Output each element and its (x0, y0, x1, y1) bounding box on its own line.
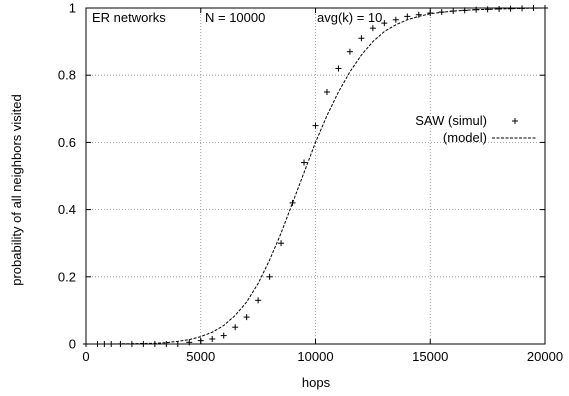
y-tick-label: 1 (69, 1, 76, 16)
y-axis-label: probability of all neighbors visited (9, 94, 24, 286)
series-simul-point (186, 339, 193, 346)
series-simul-point (209, 335, 216, 342)
series-simul-point (197, 337, 204, 344)
series-simul-point (289, 199, 296, 206)
x-tick-label: 15000 (412, 349, 448, 364)
grid-layer (86, 8, 545, 344)
x-axis-label: hops (302, 375, 331, 390)
y-tick-label: 0 (69, 337, 76, 352)
x-tick-label: 10000 (297, 349, 333, 364)
series-simul-point (346, 48, 353, 55)
series-simul-point (266, 273, 273, 280)
series-simul-point (255, 297, 262, 304)
y-tick-label: 0.4 (58, 202, 76, 217)
series-simul-point (323, 89, 330, 95)
series-simul-point (358, 35, 365, 42)
series-simul-point (392, 16, 399, 23)
series-model-line (86, 7, 546, 345)
annotation-avg-k: avg(k) = 10 (317, 10, 382, 25)
annotation-n: N = 10000 (205, 10, 265, 25)
series-simul-point (335, 65, 342, 72)
legend-marker-simul (512, 118, 518, 124)
x-tick-label: 5000 (186, 349, 215, 364)
x-tick-label: 0 (82, 349, 89, 364)
series-simul-point (174, 341, 181, 347)
x-tick-label: 20000 (527, 349, 563, 364)
series-simul-point (404, 13, 411, 20)
legend-label-simul: SAW (simul) (415, 113, 487, 128)
series-simul-point (369, 25, 376, 32)
series-simul-point (220, 332, 227, 339)
series-simul-point (163, 341, 170, 347)
series-simul-point (151, 341, 158, 347)
series-simul-point (381, 20, 388, 27)
legend-label-model: (model) (443, 130, 487, 145)
y-tick-label: 0.2 (58, 269, 76, 284)
series-simul-point (312, 122, 319, 129)
y-tick-label: 0.8 (58, 68, 76, 83)
ticks-layer: 0 5000 10000 15000 20000 0 0.2 0.4 0.6 0.8 1 (58, 1, 563, 365)
series-simul-point (278, 240, 285, 247)
legend: SAW (simul) (model) (415, 113, 537, 145)
annotation-network-type: ER networks (92, 10, 166, 25)
series-simul-point (232, 324, 239, 331)
series-simul-point (243, 314, 250, 321)
series-layer (83, 5, 548, 347)
series-simul-point (301, 159, 308, 166)
y-tick-label: 0.6 (58, 135, 76, 150)
